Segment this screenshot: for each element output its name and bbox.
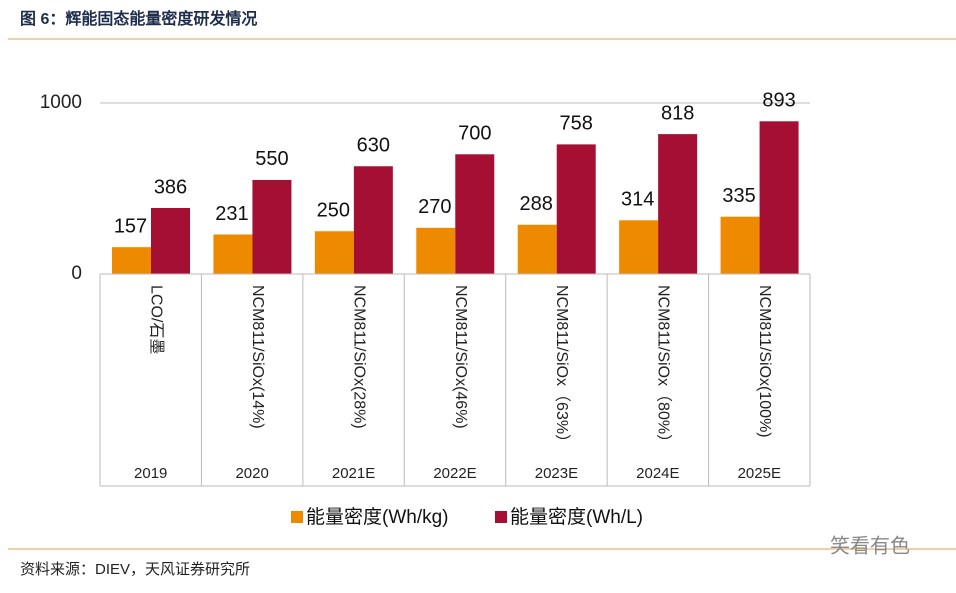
bar	[353, 166, 393, 274]
data-label: 386	[154, 176, 187, 198]
data-label: 231	[215, 203, 248, 225]
data-label: 314	[621, 189, 654, 211]
y-tick-label: 0	[71, 263, 82, 284]
data-label: 550	[255, 148, 288, 170]
bar	[720, 216, 760, 274]
data-label: 758	[560, 113, 593, 135]
data-label: 893	[762, 90, 795, 112]
x-tick-label: NCM811/SiOx(100%)	[756, 285, 773, 438]
x-tick-label: NCM811/SiOx(46%)	[452, 285, 469, 429]
data-label: 700	[458, 123, 491, 145]
data-label: 630	[357, 135, 390, 157]
year-label: 2019	[134, 465, 167, 482]
x-tick-label: NCM811/SiOx（63%）	[553, 285, 571, 450]
bar	[556, 144, 596, 274]
y-tick-label: 1000	[40, 92, 82, 113]
legend-label: 能量密度(Wh/L)	[510, 506, 643, 528]
legend-swatch	[495, 511, 507, 523]
legend-label: 能量密度(Wh/kg)	[306, 506, 449, 528]
data-label: 288	[520, 193, 553, 215]
bar	[314, 231, 354, 274]
bar	[112, 247, 151, 274]
data-label: 270	[418, 196, 451, 218]
bar	[619, 220, 659, 274]
bar	[517, 224, 557, 274]
year-label: 2020	[235, 465, 268, 482]
bar	[213, 234, 253, 274]
chart-title: 图 6：辉能固态能量密度研发情况	[20, 9, 257, 28]
data-label: 335	[722, 185, 755, 207]
bar	[658, 134, 698, 274]
source: 资料来源：DIEV，天风证券研究所	[20, 561, 250, 578]
data-label: 250	[317, 200, 350, 222]
legend-swatch	[291, 511, 303, 523]
year-label: 2024E	[636, 465, 679, 482]
year-label: 2023E	[535, 465, 578, 482]
year-label: 2022E	[433, 465, 476, 482]
bar	[759, 121, 799, 274]
year-label: 2025E	[738, 465, 781, 482]
data-label: 157	[114, 215, 147, 237]
bar	[151, 207, 190, 274]
x-tick-label: NCM811/SiOx（80%）	[655, 285, 673, 450]
data-label: 818	[661, 102, 694, 124]
x-tick-label: NCM811/SiOx(28%)	[350, 285, 367, 429]
bar	[252, 179, 292, 274]
watermark: 笑看有色	[830, 534, 910, 557]
bar	[416, 227, 456, 274]
bar	[455, 154, 495, 274]
x-tick-label: NCM811/SiOx(14%)	[249, 285, 266, 429]
x-tick-label: LCO/石墨	[147, 285, 164, 354]
year-label: 2021E	[332, 465, 375, 482]
